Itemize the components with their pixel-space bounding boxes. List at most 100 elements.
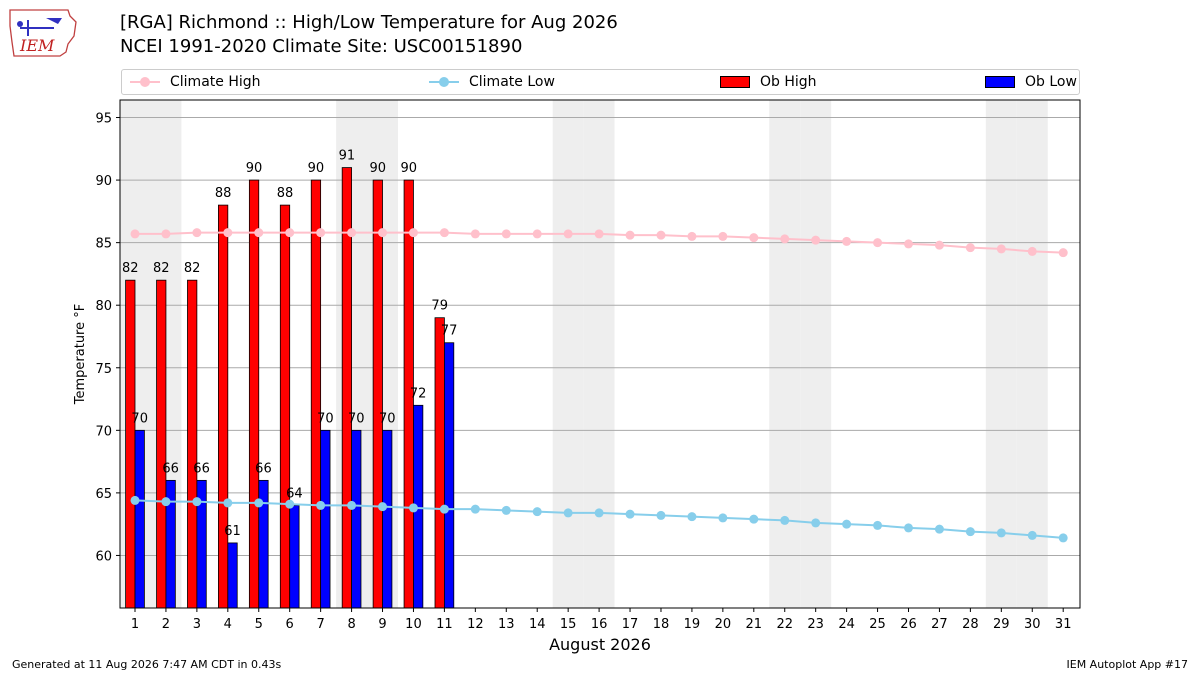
climate-high-point [904,239,913,249]
climate-low-point [996,528,1006,538]
y-axis-label: Temperature °F [73,304,88,405]
legend-ob-low-swatch [985,76,1015,88]
x-tick-label: 14 [529,617,546,632]
climate-low-point [532,507,542,517]
ob-high-label: 82 [184,261,201,276]
climate-low-point [161,497,171,507]
x-tick-label: 16 [591,617,608,632]
legend-ob-high-swatch [720,76,750,88]
x-tick-label: 22 [776,617,793,632]
x-tick-label: 28 [962,617,979,632]
climate-high-point [842,236,852,246]
legend-ob-high: Ob High [720,74,817,90]
climate-high-point [625,230,635,240]
ob-low-label: 66 [255,461,272,476]
climate-high-point [594,229,604,239]
y-tick-label: 95 [95,112,112,127]
ob-low-label: 70 [131,411,148,426]
ob-high-label: 88 [277,186,294,201]
ob-high-label: 79 [431,299,448,314]
climate-high-point [316,228,326,238]
ob-low-bar [289,504,300,609]
y-tick-label: 65 [95,487,112,502]
chart-legend: Climate High Climate Low Ob High Ob Low [121,69,1080,95]
x-axis-label: August 2026 [549,635,651,654]
climate-low-point [285,499,295,509]
climate-high-point [1027,246,1037,256]
climate-low-point [470,504,480,514]
ob-low-bar [382,429,393,609]
ob-high-bar [156,279,167,609]
x-tick-label: 23 [807,617,824,632]
x-tick-label: 4 [224,617,232,632]
ob-high-label: 90 [370,161,387,176]
x-tick-label: 31 [1055,617,1072,632]
weekend-shade [769,100,801,608]
x-tick-label: 3 [193,617,201,632]
legend-ob-low: Ob Low [985,74,1077,90]
climate-high-point [563,229,573,239]
climate-low-point [439,504,449,514]
climate-high-point [996,244,1006,254]
ob-high-bar [218,204,229,609]
climate-high-point [965,243,975,253]
climate-low-point [501,505,511,515]
climate-high-point [656,230,666,240]
y-tick-label: 80 [95,299,112,314]
climate-high-point [285,228,295,238]
x-tick-label: 12 [467,617,484,632]
x-tick-label: 2 [162,617,170,632]
climate-low-point [254,498,264,508]
ob-high-bar [372,179,383,609]
climate-high-point [934,240,944,250]
climate-low-point [934,524,944,534]
legend-climate-high: Climate High [130,74,261,90]
x-tick-label: 1 [131,617,139,632]
climate-low-point [130,495,140,505]
legend-climate-low-label: Climate Low [469,74,555,90]
ob-low-label: 64 [286,486,303,501]
ob-low-label: 70 [348,411,365,426]
ob-low-label: 61 [224,524,241,539]
climate-low-point [780,515,790,525]
climate-high-point [223,228,233,238]
x-tick-label: 17 [622,617,639,632]
climate-low-point [811,518,821,528]
x-tick-label: 21 [746,617,763,632]
y-tick-label: 70 [95,424,112,439]
climate-high-point [161,229,171,239]
x-tick-label: 6 [286,617,294,632]
legend-climate-high-marker [130,74,160,90]
app-label: IEM Autoplot App #17 [1066,658,1189,671]
plot-frame [119,99,1081,609]
ob-high-label: 90 [246,161,263,176]
x-tick-label: 19 [684,617,701,632]
y-tick-label: 75 [95,362,112,377]
ob-high-bar [248,179,260,609]
ob-low-bar [134,429,145,609]
y-tick-label: 85 [95,237,112,252]
weekend-shade [552,100,584,608]
ob-high-label: 88 [215,186,232,201]
ob-low-label: 70 [317,411,334,426]
ob-high-label: 82 [122,261,139,276]
legend-climate-high-label: Climate High [170,74,261,90]
climate-low-point [749,514,759,524]
weekend-shade [800,100,832,608]
x-tick-label: 25 [869,617,886,632]
climate-high-point [780,234,790,244]
climate-high-point [347,228,357,238]
climate-low-point [347,500,357,510]
ob-low-bar [351,429,362,609]
ob-high-label: 90 [308,161,325,176]
generated-note: Generated at 11 Aug 2026 7:47 AM CDT in … [12,658,282,671]
ob-high-bar [279,204,291,609]
x-tick-label: 9 [378,617,386,632]
ob-low-bar [320,429,331,609]
climate-low-point [842,519,852,529]
climate-high-point [687,231,697,241]
x-tick-label: 26 [900,617,917,632]
x-tick-label: 24 [838,617,855,632]
x-tick-label: 5 [255,617,263,632]
ob-low-bar [443,342,455,609]
